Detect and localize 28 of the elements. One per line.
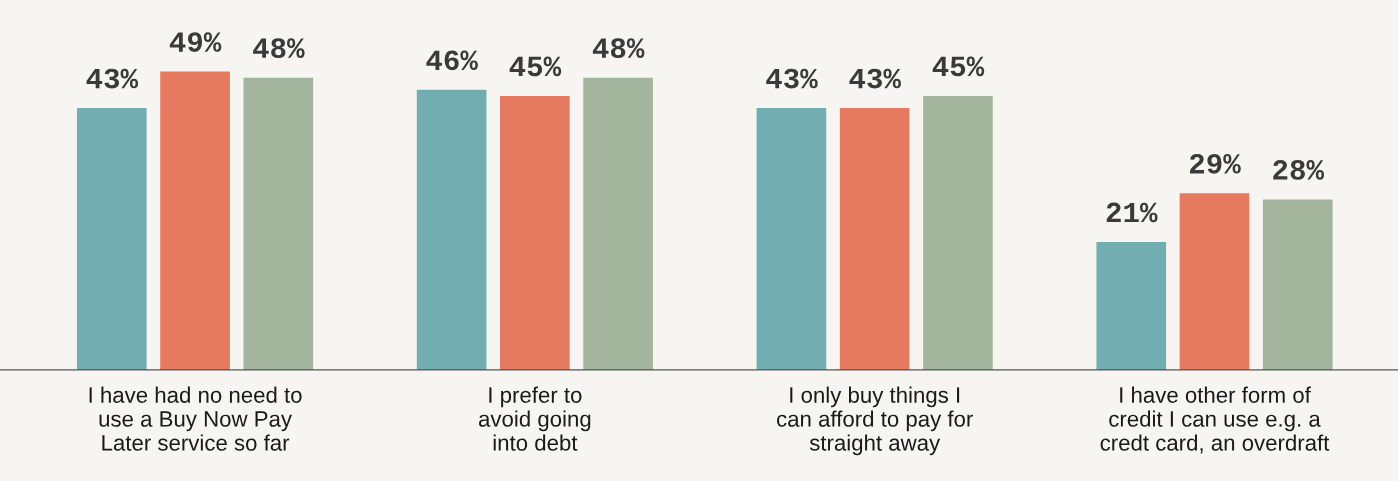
bar	[756, 108, 827, 370]
data-label: 49%	[169, 32, 222, 52]
bar	[923, 95, 993, 370]
bar	[500, 95, 570, 370]
data-label: 48%	[592, 38, 645, 59]
data-label: 45%	[932, 56, 985, 77]
bar	[583, 77, 653, 370]
bar	[1179, 193, 1250, 370]
data-label: 21%	[1106, 202, 1158, 223]
data-label: 28%	[1273, 159, 1325, 180]
data-label: 45%	[509, 56, 562, 77]
data-label: 29%	[1189, 153, 1241, 174]
x-tick-label: I have had no need to use a Buy Now Pay Later service so far	[89, 386, 302, 451]
data-label: 48%	[253, 38, 305, 59]
x-tick-label: I prefer to avoid going into debt	[478, 386, 591, 451]
data-label: 43%	[849, 68, 901, 89]
data-label: 43%	[766, 68, 818, 89]
bar	[160, 71, 230, 370]
bar	[76, 108, 147, 370]
bar	[1096, 242, 1167, 370]
data-label: 43%	[86, 68, 139, 89]
bar	[416, 89, 487, 370]
x-tick-label: I only buy things I can afford to pay for straight away	[777, 386, 973, 456]
data-label: 46%	[426, 50, 478, 71]
bar	[1262, 199, 1333, 370]
x-tick-label: I have other form of credit I can use e.g. a credt card, an overdraft	[1100, 386, 1330, 454]
bar	[243, 77, 314, 370]
bar	[839, 108, 910, 370]
